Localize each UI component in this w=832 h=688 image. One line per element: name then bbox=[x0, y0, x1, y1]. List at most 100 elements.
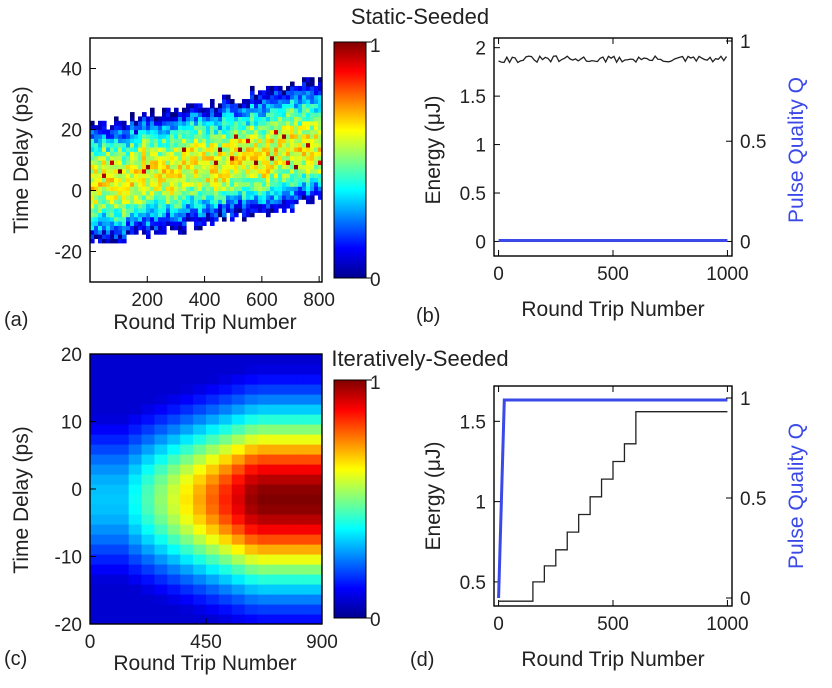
heatmap-cell bbox=[122, 394, 130, 400]
heatmap-cell bbox=[160, 539, 168, 545]
heatmap-cell bbox=[130, 216, 135, 222]
heatmap-cell bbox=[251, 559, 259, 565]
heatmap-cell bbox=[226, 103, 231, 109]
heatmap-cell bbox=[218, 394, 226, 400]
heatmap-cell bbox=[290, 112, 295, 118]
heatmap-cell bbox=[315, 399, 322, 405]
heatmap-cell bbox=[212, 484, 220, 490]
heatmap-cell bbox=[302, 129, 307, 135]
heatmap-cell bbox=[126, 173, 131, 179]
heatmap-cell bbox=[186, 444, 194, 450]
heatmap-cell bbox=[302, 599, 310, 605]
heatmap-cell bbox=[264, 474, 272, 480]
heatmap-cell bbox=[180, 609, 188, 615]
heatmap-cell bbox=[138, 212, 143, 218]
heatmap-cell bbox=[135, 619, 143, 624]
heatmap-cell bbox=[170, 186, 175, 192]
heatmap-cell bbox=[128, 444, 136, 450]
heatmap-cell bbox=[135, 394, 143, 400]
heatmap-cell bbox=[102, 444, 110, 450]
heatmap-cell bbox=[306, 173, 311, 179]
heatmap-cell bbox=[218, 469, 226, 475]
heatmap-cell bbox=[109, 544, 117, 550]
heatmap-cell bbox=[98, 168, 103, 174]
heatmap-cell bbox=[318, 133, 322, 139]
heatmap-cell bbox=[96, 509, 104, 515]
heatmap-cell bbox=[289, 494, 297, 500]
heatmap-cell bbox=[270, 594, 278, 600]
heatmap-cell bbox=[98, 177, 103, 183]
heatmap-cell bbox=[138, 203, 143, 209]
heatmap-cell bbox=[150, 142, 155, 148]
heatmap-cell bbox=[180, 439, 188, 445]
heatmap-cell bbox=[94, 186, 99, 192]
heatmap-cell bbox=[122, 133, 127, 139]
heatmap-cell bbox=[130, 173, 135, 179]
heatmap-cell bbox=[141, 484, 149, 490]
heatmap-cell bbox=[90, 225, 95, 231]
heatmap-cell bbox=[118, 181, 123, 187]
heatmap-cell bbox=[231, 584, 239, 590]
heatmap-cell bbox=[94, 194, 99, 200]
heatmap-cell bbox=[251, 499, 259, 505]
heatmap-cell bbox=[167, 454, 175, 460]
heatmap-cell bbox=[154, 544, 162, 550]
heatmap-cell bbox=[102, 619, 110, 624]
heatmap-cell bbox=[162, 177, 167, 183]
heatmap-cell bbox=[302, 190, 307, 196]
heatmap-cell bbox=[102, 504, 110, 510]
heatmap-cell bbox=[173, 579, 181, 585]
heatmap-cell bbox=[186, 404, 194, 410]
heatmap-cell bbox=[102, 146, 107, 152]
heatmap-cell bbox=[310, 142, 315, 148]
heatmap-cell bbox=[102, 125, 107, 131]
heatmap-cell bbox=[141, 494, 149, 500]
heatmap-cell bbox=[180, 524, 188, 530]
heatmap-cell bbox=[109, 519, 117, 525]
heatmap-cell bbox=[315, 514, 322, 520]
heatmap-cell bbox=[166, 194, 171, 200]
heatmap-cell bbox=[315, 469, 322, 475]
heatmap-cell bbox=[266, 133, 271, 139]
heatmap-cell bbox=[162, 199, 167, 205]
heatmap-cell bbox=[90, 173, 95, 179]
heatmap-cell bbox=[309, 619, 317, 624]
heatmap-cell bbox=[170, 221, 175, 226]
heatmap-cell bbox=[234, 181, 239, 187]
heatmap-cell bbox=[251, 359, 259, 365]
heatmap-cell bbox=[270, 614, 278, 620]
heatmap-cell bbox=[257, 474, 265, 480]
heatmap-cell bbox=[148, 389, 156, 395]
heatmap-cell bbox=[270, 619, 278, 624]
heatmap-cell bbox=[110, 138, 115, 144]
panel-d-ylabel: Energy (μJ) bbox=[422, 442, 445, 551]
heatmap-cell bbox=[174, 151, 179, 157]
heatmap-cell bbox=[194, 138, 199, 144]
heatmap-cell bbox=[102, 359, 110, 365]
heatmap-cell bbox=[270, 125, 275, 131]
heatmap-cell bbox=[148, 414, 156, 420]
heatmap-cell bbox=[262, 164, 267, 170]
heatmap-cell bbox=[244, 594, 252, 600]
heatmap-cell bbox=[234, 116, 239, 122]
heatmap-cell bbox=[150, 146, 155, 152]
heatmap-cell bbox=[202, 168, 207, 174]
heatmap-cell bbox=[96, 604, 104, 610]
heatmap-cell bbox=[302, 112, 307, 118]
heatmap-cell bbox=[135, 554, 143, 560]
heatmap-cell bbox=[109, 549, 117, 555]
heatmap-cell bbox=[154, 459, 162, 465]
heatmap-cell bbox=[302, 554, 310, 560]
heatmap-cell bbox=[126, 203, 131, 209]
heatmap-cell bbox=[294, 142, 299, 148]
heatmap-cell bbox=[309, 384, 317, 390]
heatmap-cell bbox=[102, 225, 107, 231]
heatmap-cell bbox=[306, 146, 311, 152]
heatmap-cell bbox=[212, 594, 220, 600]
heatmap-cell bbox=[244, 474, 252, 480]
heatmap-cell bbox=[194, 173, 199, 179]
heatmap-cell bbox=[296, 569, 304, 575]
heatmap-cell bbox=[309, 379, 317, 385]
heatmap-cell bbox=[174, 125, 179, 131]
heatmap-cell bbox=[138, 177, 143, 183]
